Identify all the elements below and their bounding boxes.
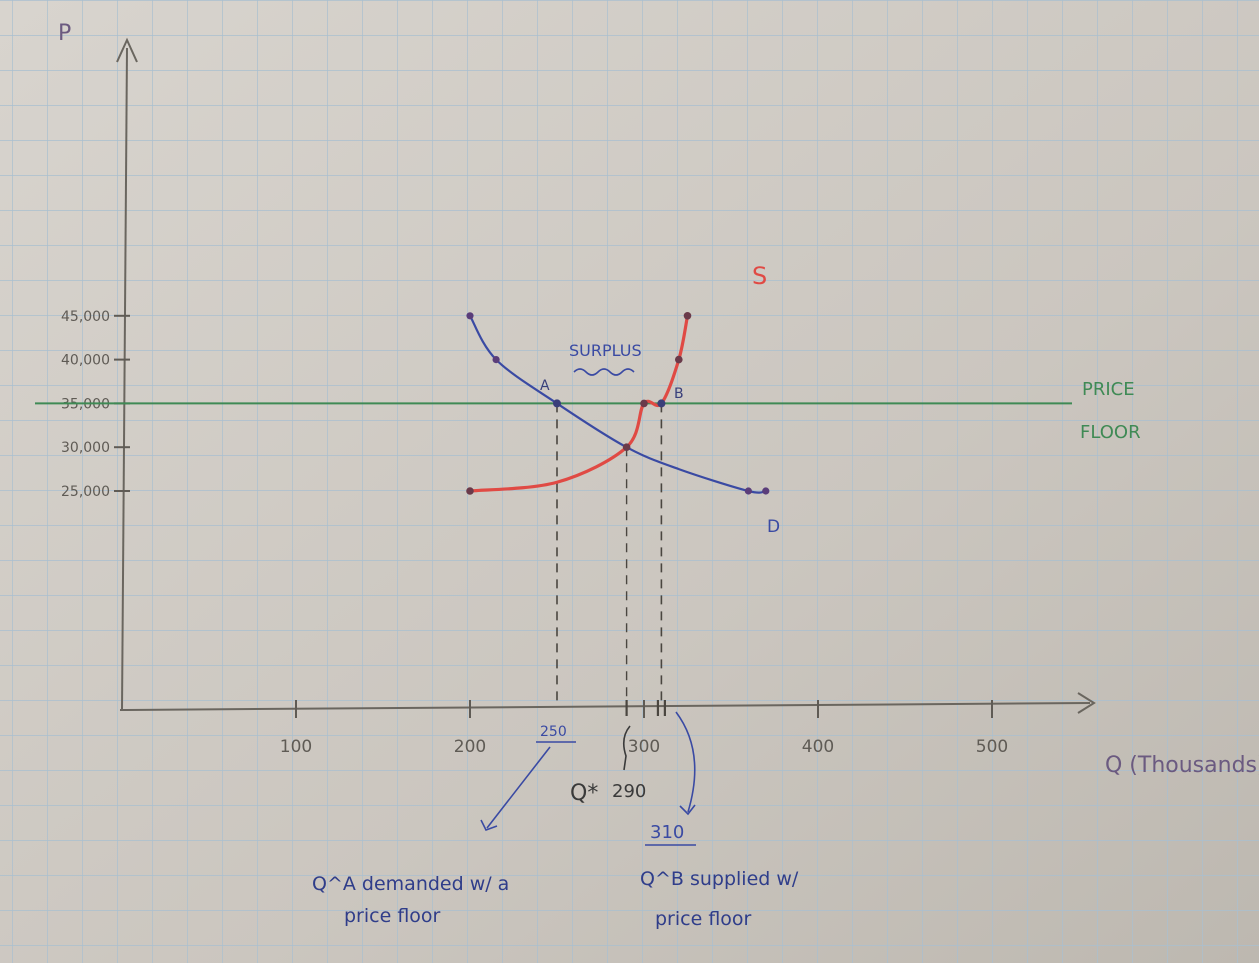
x-tick-label-200: 200: [454, 737, 486, 757]
demand-curve-label: D: [767, 517, 780, 537]
supply-curve-label: S: [752, 262, 767, 290]
demand-point-6: [762, 487, 770, 495]
x-axis-title: Q (Thousands): [1105, 753, 1259, 778]
qstar-bracket: [622, 725, 631, 771]
y-axis-arrow: [116, 37, 138, 63]
qb-value: 310: [650, 822, 684, 843]
supply-point-0: [466, 487, 474, 495]
x-tick-label-100: 100: [280, 737, 312, 757]
qa-arrow: [486, 746, 551, 829]
supply-point-5: [675, 355, 683, 364]
qb-arrow-head: [679, 804, 696, 816]
qa-arrow-head: [480, 819, 498, 831]
qa-value: 250: [540, 724, 567, 740]
point-A: [553, 399, 561, 408]
x-axis-arrow: [1077, 692, 1096, 714]
qb-note-line-2: price floor: [655, 908, 752, 930]
supply-points: [466, 312, 692, 495]
y-axis-title: P: [58, 21, 71, 46]
demand-point-0: [466, 312, 474, 320]
point-a-label: A: [540, 378, 550, 394]
y-tick-label-30000: 30,000: [61, 440, 110, 456]
y-tick-label-25000: 25,000: [61, 484, 110, 500]
point-b-label: B: [674, 386, 684, 402]
demand-point-1: [492, 356, 500, 364]
qstar-value: 290: [612, 781, 646, 802]
supply-point-6: [683, 312, 692, 320]
y-axis: [121, 47, 128, 711]
supply-point-3: [640, 399, 648, 408]
dashed-guides: [556, 403, 663, 706]
x-ticks: 100 200 300 400 500: [280, 700, 1008, 757]
demand-point-5: [744, 487, 753, 495]
price-floor-label-1: PRICE: [1082, 379, 1135, 400]
point-B: [657, 399, 666, 408]
qa-note-line-2: price floor: [344, 905, 441, 927]
qb-note-line-1: Q^B supplied w/: [640, 868, 799, 890]
x-axis: [119, 702, 1091, 711]
axes: [116, 37, 1096, 714]
qstar-label: Q*: [570, 781, 598, 806]
qa-note-line-1: Q^A demanded w/ a: [312, 873, 509, 895]
x-tick-label-500: 500: [976, 737, 1008, 757]
price-floor-label-2: FLOOR: [1080, 422, 1141, 443]
surplus-squiggle: [573, 368, 635, 376]
qb-arrow: [675, 711, 696, 813]
x-tick-label-400: 400: [802, 737, 834, 757]
supply-point-2: [622, 443, 631, 452]
y-tick-label-45000: 45,000: [61, 309, 110, 325]
surplus-label: SURPLUS: [569, 341, 642, 360]
x-tick-label-300: 300: [628, 737, 660, 757]
y-tick-label-40000: 40,000: [61, 353, 110, 369]
